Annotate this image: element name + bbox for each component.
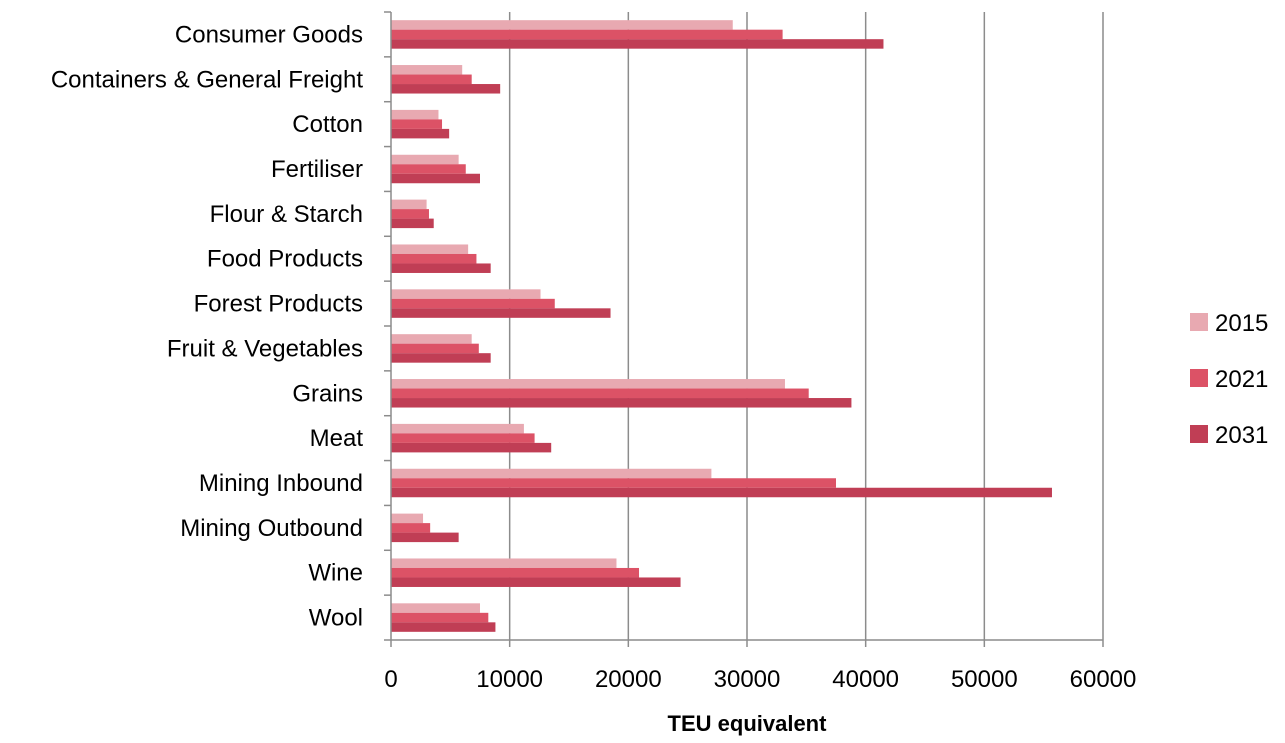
bar-food-products-2015: [391, 244, 469, 254]
category-label-food-products: Food Products: [207, 246, 363, 273]
bar-cotton-2021: [391, 119, 443, 129]
bar-meat-2021: [391, 433, 535, 443]
legend: 2015 2021 2031: [1190, 310, 1268, 449]
bar-forest-products-2015: [391, 289, 541, 299]
bar-wool-2021: [391, 612, 489, 623]
bar-fruit-and-vegetables-2021: [391, 343, 479, 354]
legend-swatch-2021: [1190, 369, 1208, 387]
category-label-fertiliser: Fertiliser: [271, 156, 363, 183]
x-tick-label-30000: 30000: [714, 666, 781, 693]
x-tick-label-60000: 60000: [1070, 666, 1137, 693]
bar-fertiliser-2031: [391, 173, 480, 184]
bar-mining-inbound-2021: [391, 478, 836, 488]
bar-mining-inbound-2031: [391, 487, 1052, 498]
bar-grains-2015: [391, 379, 785, 389]
bar-mining-outbound-2021: [391, 523, 431, 533]
bar-containers-and-general-freight-2031: [391, 84, 501, 94]
bar-grains-2031: [391, 398, 852, 408]
category-label-containers-and-general-freight: Containers & General Freight: [51, 66, 363, 93]
bar-wool-2031: [391, 622, 496, 632]
bar-fertiliser-2021: [391, 164, 466, 174]
bar-mining-outbound-2015: [391, 513, 424, 524]
bar-consumer-goods-2021: [391, 29, 783, 40]
bar-grains-2021: [391, 388, 809, 399]
bar-fertiliser-2015: [391, 154, 459, 165]
category-label-flour-and-starch: Flour & Starch: [210, 201, 363, 228]
bar-cotton-2015: [391, 109, 439, 120]
x-tick-label-40000: 40000: [832, 666, 899, 693]
bar-mining-inbound-2015: [391, 468, 712, 479]
bar-wine-2015: [391, 558, 617, 568]
x-tick-label-10000: 10000: [476, 666, 543, 693]
legend-label-2021: 2021: [1215, 366, 1268, 393]
legend-swatch-2015: [1190, 313, 1208, 331]
gridlines: [508, 12, 1104, 640]
legend-label-2015: 2015: [1215, 310, 1268, 337]
category-label-wine: Wine: [308, 560, 363, 587]
bar-meat-2015: [391, 423, 524, 434]
axes: Consumer Goods Containers & General Freig…: [51, 11, 1137, 736]
category-label-mining-outbound: Mining Outbound: [180, 515, 363, 542]
bar-containers-and-general-freight-2021: [391, 74, 472, 85]
category-label-grains: Grains: [292, 380, 363, 407]
category-label-mining-inbound: Mining Inbound: [199, 470, 363, 497]
category-label-consumer-goods: Consumer Goods: [175, 21, 363, 48]
bar-flour-and-starch-2031: [391, 218, 434, 229]
category-label-meat: Meat: [310, 425, 364, 452]
bar-fruit-and-vegetables-2031: [391, 353, 491, 363]
category-label-forest-products: Forest Products: [194, 291, 363, 318]
legend-label-2031: 2031: [1215, 422, 1268, 449]
bar-forest-products-2031: [391, 308, 611, 318]
bar-wine-2021: [391, 567, 640, 578]
x-tick-label-0: 0: [384, 666, 397, 693]
bar-wool-2015: [391, 603, 480, 613]
bars: [391, 20, 1052, 632]
bar-containers-and-general-freight-2015: [391, 65, 463, 75]
bar-fruit-and-vegetables-2015: [391, 334, 472, 344]
x-axis-title: TEU equivalent: [668, 711, 828, 736]
x-tick-label-50000: 50000: [951, 666, 1018, 693]
x-tick-label-20000: 20000: [595, 666, 662, 693]
bar-mining-outbound-2031: [391, 532, 459, 543]
bar-wine-2031: [391, 577, 681, 587]
bar-consumer-goods-2031: [391, 39, 884, 49]
bar-flour-and-starch-2021: [391, 209, 429, 219]
bar-meat-2031: [391, 442, 552, 453]
bar-cotton-2031: [391, 128, 450, 139]
category-label-wool: Wool: [309, 605, 363, 632]
category-label-fruit-and-vegetables: Fruit & Vegetables: [167, 335, 363, 362]
bar-consumer-goods-2015: [391, 20, 733, 30]
bar-food-products-2031: [391, 263, 491, 273]
legend-swatch-2031: [1190, 425, 1208, 443]
bar-forest-products-2021: [391, 298, 555, 309]
category-label-cotton: Cotton: [292, 111, 363, 138]
bar-food-products-2021: [391, 253, 477, 264]
bar-flour-and-starch-2015: [391, 199, 427, 210]
